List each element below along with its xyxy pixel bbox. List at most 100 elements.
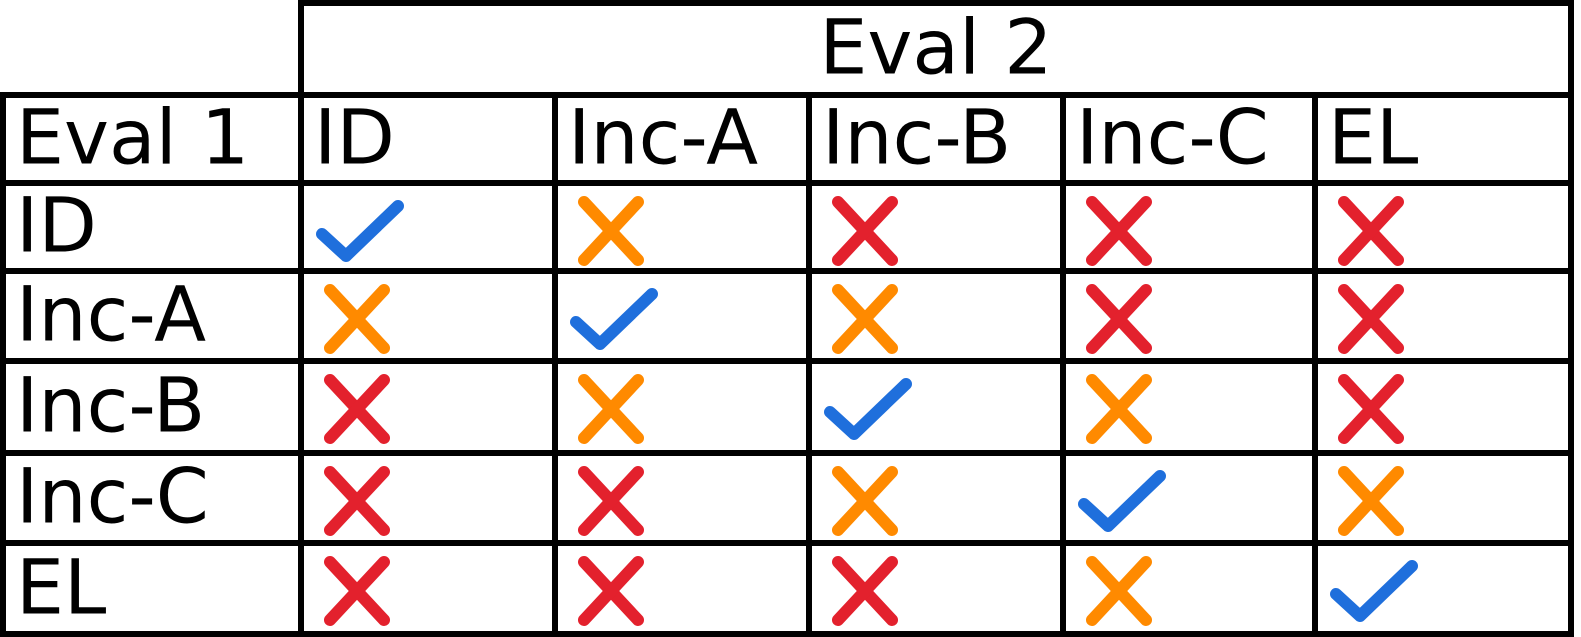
cross-stroke-2 (324, 374, 390, 444)
cross-icon (832, 284, 898, 354)
table-cell (806, 268, 1066, 364)
cross-icon (1086, 374, 1152, 444)
table-cell (298, 358, 558, 456)
cross-stroke-2 (1338, 466, 1404, 536)
cross-stroke-2 (1086, 196, 1152, 266)
table-cell (552, 540, 812, 637)
eval-1-label: Eval 1 (16, 92, 250, 182)
cross-stroke-2 (324, 466, 390, 536)
cross-stroke-2 (1086, 284, 1152, 354)
cross-icon (324, 284, 390, 354)
table-cell (1060, 180, 1318, 274)
table-cell (552, 358, 812, 456)
cross-icon (324, 556, 390, 626)
column-header-id-text: ID (314, 92, 395, 182)
cross-icon (1338, 284, 1404, 354)
table-cell (1060, 358, 1318, 456)
cross-icon (324, 466, 390, 536)
eval-1-header: Eval 1 (0, 92, 304, 186)
table-cell (1060, 450, 1318, 546)
table-cell (1060, 540, 1318, 637)
cross-stroke-2 (832, 284, 898, 354)
check-icon (1330, 560, 1418, 622)
table-cell (1312, 268, 1574, 364)
check-icon (570, 288, 658, 350)
row-header-inc-a-text: Inc-A (16, 269, 207, 359)
column-header-inc-b-text: Inc-B (822, 92, 1012, 182)
table-cell (552, 268, 812, 364)
table-cell (298, 450, 558, 546)
cross-icon (1086, 196, 1152, 266)
cross-stroke-2 (578, 196, 644, 266)
cross-stroke-2 (1338, 284, 1404, 354)
column-header-inc-a-text: Inc-A (568, 92, 759, 182)
check-icon (824, 378, 912, 440)
row-header-id: ID (0, 180, 304, 274)
cross-icon (832, 196, 898, 266)
eval-2-label: Eval 2 (819, 2, 1053, 92)
table-cell (298, 180, 558, 274)
table-cell (806, 450, 1066, 546)
cross-icon (578, 196, 644, 266)
row-header-el: EL (0, 540, 304, 637)
cross-stroke-2 (1338, 374, 1404, 444)
check-stroke (316, 200, 404, 262)
cross-icon (324, 374, 390, 444)
table-cell (298, 268, 558, 364)
column-header-id: ID (298, 92, 558, 186)
table-cell (1060, 268, 1318, 364)
table-cell (552, 450, 812, 546)
row-header-inc-c: Inc-C (0, 450, 304, 546)
table-cell (806, 358, 1066, 456)
table-cell (298, 540, 558, 637)
cross-stroke-2 (324, 556, 390, 626)
cross-stroke-2 (832, 556, 898, 626)
cross-icon (832, 466, 898, 536)
row-header-el-text: EL (16, 541, 107, 631)
cross-stroke-2 (1338, 196, 1404, 266)
cross-stroke-2 (1086, 374, 1152, 444)
row-header-inc-b-text: Inc-B (16, 360, 206, 450)
table-cell (1312, 540, 1574, 637)
cross-stroke-2 (324, 284, 390, 354)
table-cell (806, 180, 1066, 274)
column-header-inc-c: Inc-C (1060, 92, 1318, 186)
cross-stroke-2 (578, 374, 644, 444)
cross-icon (1086, 284, 1152, 354)
check-icon (1078, 470, 1166, 532)
check-stroke (570, 288, 658, 350)
cross-icon (1086, 556, 1152, 626)
cross-icon (1338, 466, 1404, 536)
row-header-inc-c-text: Inc-C (16, 451, 209, 541)
table-cell (1312, 450, 1574, 546)
column-header-inc-c-text: Inc-C (1076, 92, 1269, 182)
row-header-id-text: ID (16, 180, 97, 270)
table-cell (1312, 180, 1574, 274)
column-header-inc-b: Inc-B (806, 92, 1066, 186)
cross-icon (578, 556, 644, 626)
table-cell (552, 180, 812, 274)
check-stroke (1078, 470, 1166, 532)
row-header-inc-b: Inc-B (0, 358, 304, 456)
cross-icon (578, 374, 644, 444)
cross-icon (1338, 196, 1404, 266)
check-icon (316, 200, 404, 262)
check-stroke (824, 378, 912, 440)
cross-stroke-2 (1086, 556, 1152, 626)
eval-2-header: Eval 2 (298, 0, 1574, 98)
row-header-inc-a: Inc-A (0, 268, 304, 364)
table-cell (806, 540, 1066, 637)
cross-stroke-2 (832, 196, 898, 266)
cross-stroke-2 (578, 466, 644, 536)
column-header-inc-a: Inc-A (552, 92, 812, 186)
column-header-el: EL (1312, 92, 1574, 186)
cross-icon (1338, 374, 1404, 444)
column-header-el-text: EL (1328, 92, 1419, 182)
table-cell (1312, 358, 1574, 456)
cross-icon (832, 556, 898, 626)
cross-stroke-2 (578, 556, 644, 626)
cross-stroke-2 (832, 466, 898, 536)
cross-icon (578, 466, 644, 536)
check-stroke (1330, 560, 1418, 622)
